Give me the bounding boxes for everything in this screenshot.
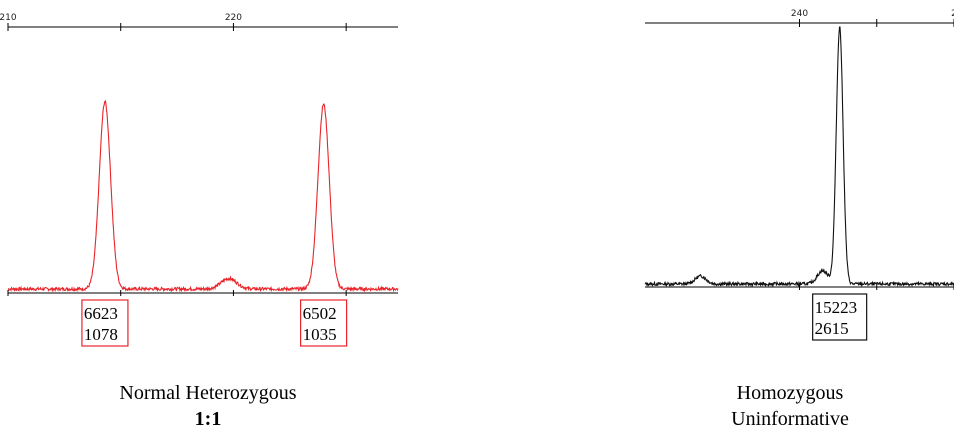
caption-right-line1: Homozygous — [736, 382, 844, 404]
homozygous-caption: Homozygous Uninformative — [660, 380, 920, 432]
peak-area-label: 6623 — [84, 304, 118, 323]
peak-area-label: 6502 — [303, 304, 337, 323]
peak-marker — [838, 26, 841, 28]
peak-label-box — [300, 299, 348, 347]
caption-left-ratio: 1:1 — [194, 408, 222, 430]
peak-label-box — [81, 299, 129, 347]
peak-height-label: 1035 — [303, 325, 337, 344]
axis-tick-label: 210 — [0, 13, 17, 23]
axis-tick-label: 220 — [225, 13, 242, 23]
axis-tick-label: 2 — [951, 9, 954, 19]
peak-height-label: 1078 — [84, 325, 118, 344]
peak-area-label: 15223 — [815, 298, 858, 317]
peak-marker — [104, 100, 106, 103]
caption-right-line2: Uninformative — [731, 408, 849, 430]
heterozygous-caption: Normal Heterozygous 1:1 — [48, 380, 368, 432]
heterozygous-panel: 210 220 6623 1078 6502 1035 — [0, 13, 399, 347]
peak-marker — [322, 103, 325, 106]
electropherogram-trace — [644, 26, 954, 288]
caption-left-line1: Normal Heterozygous — [119, 382, 297, 404]
homozygous-panel: 240 2 15223 2615 — [644, 9, 954, 341]
peak-height-label: 2615 — [815, 319, 849, 338]
peak-label-box — [812, 293, 868, 341]
electropherogram-trace — [7, 99, 399, 293]
axis-tick-label: 240 — [791, 9, 808, 19]
